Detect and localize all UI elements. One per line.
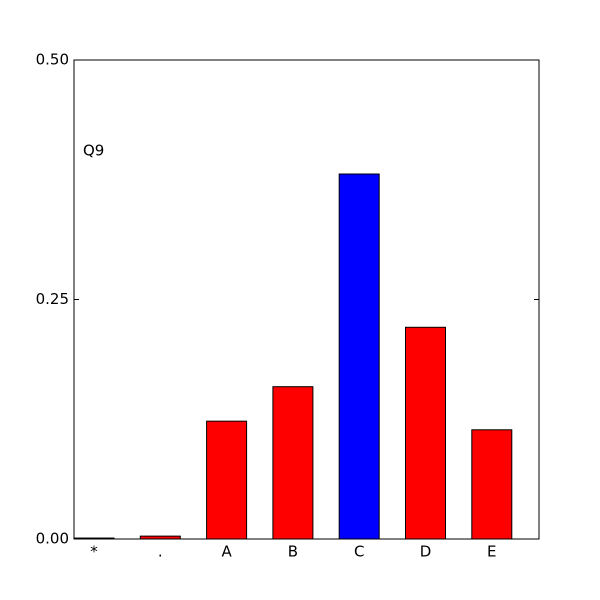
bar (272, 386, 314, 540)
x-tick-label: A (221, 543, 232, 561)
x-tick-label: C (354, 543, 364, 561)
x-tick-label: * (90, 543, 98, 561)
bar (405, 326, 446, 540)
x-tick-label: B (288, 543, 298, 561)
y-tick-label: 0.00 (36, 530, 69, 548)
bar (471, 429, 513, 540)
x-tick-label: E (487, 543, 496, 561)
y-tick-label: 0.25 (36, 290, 69, 308)
bar (338, 173, 380, 540)
annotation: Q9 (83, 142, 104, 160)
x-tick-label: D (420, 543, 432, 561)
y-tick-label: 0.50 (36, 51, 69, 69)
plot-frame (73, 59, 540, 540)
x-tick-label: . (158, 543, 163, 561)
bar (206, 420, 248, 540)
